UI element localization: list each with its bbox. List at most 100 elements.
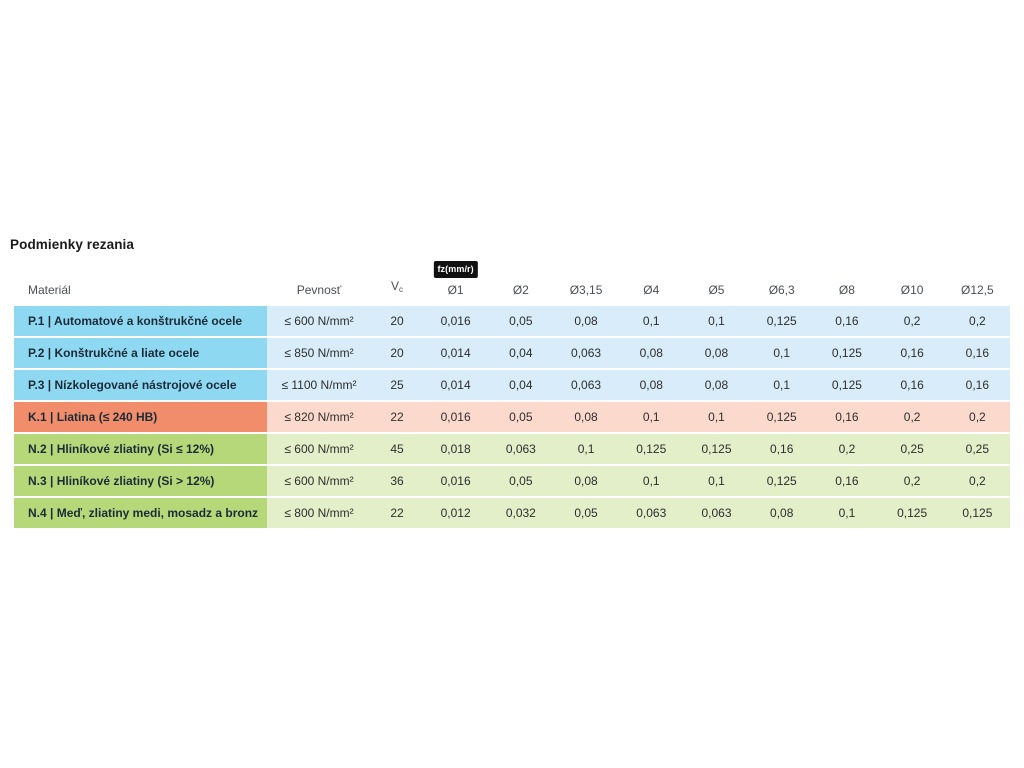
feed-value-cell: 0,125: [749, 306, 815, 336]
feed-value-cell: 0,2: [879, 306, 945, 336]
vc-symbol: V: [390, 279, 399, 293]
column-header-material: Materiál: [28, 283, 71, 297]
column-header-d1: fz(mm/r) Ø1: [423, 261, 488, 297]
feed-value-cell: 0,125: [683, 434, 750, 464]
feed-value-cell: 0,08: [553, 306, 619, 336]
column-header-d7: Ø8: [838, 283, 855, 297]
cutting-conditions-table: Materiál Pevnosť Vc fz(mm/r) Ø1 Ø2 Ø3,15…: [14, 258, 1010, 530]
feed-value-cell: 0,16: [944, 370, 1010, 400]
feed-value-cell: 0,1: [683, 306, 750, 336]
table-row-p3: P.3 | Nízkolegované nástrojové ocele ≤ 1…: [14, 370, 1010, 400]
material-cell: P.2 | Konštrukčné a liate ocele: [14, 338, 267, 368]
cutting-speed-cell: 20: [371, 338, 423, 368]
feed-value-cell: 0,1: [749, 370, 815, 400]
feed-value-cell: 0,2: [879, 466, 945, 496]
feed-value-cell: 0,063: [553, 338, 619, 368]
feed-value-cell: 0,012: [423, 498, 489, 528]
feed-value-cell: 0,2: [944, 466, 1010, 496]
feed-value-cell: 0,1: [814, 498, 880, 528]
column-header-cutting-speed: Vc: [371, 279, 423, 297]
feed-value-cell: 0,018: [423, 434, 489, 464]
table-row-k1: K.1 | Liatina (≤ 240 HB) ≤ 820 N/mm² 22 …: [14, 402, 1010, 432]
column-header-d6: Ø6,3: [768, 283, 795, 297]
strength-cell: ≤ 600 N/mm²: [267, 434, 371, 464]
cutting-speed-cell: 22: [371, 498, 423, 528]
strength-cell: ≤ 600 N/mm²: [267, 466, 371, 496]
material-cell: P.1 | Automatové a konštrukčné ocele: [14, 306, 267, 336]
table-row-n2: N.2 | Hliníkové zliatiny (Si ≤ 12%) ≤ 60…: [14, 434, 1010, 464]
feed-unit-badge: fz(mm/r): [433, 261, 478, 278]
feed-value-cell: 0,08: [683, 370, 750, 400]
material-cell: N.2 | Hliníkové zliatiny (Si ≤ 12%): [14, 434, 267, 464]
cutting-speed-cell: 22: [371, 402, 423, 432]
feed-value-cell: 0,063: [488, 434, 554, 464]
feed-value-cell: 0,08: [618, 370, 684, 400]
d1-label: Ø1: [447, 283, 464, 297]
feed-value-cell: 0,1: [618, 466, 684, 496]
feed-value-cell: 0,2: [944, 306, 1010, 336]
table-row-n4: N.4 | Meď, zliatiny medi, mosadz a bronz…: [14, 498, 1010, 528]
feed-value-cell: 0,1: [683, 402, 750, 432]
strength-cell: ≤ 1100 N/mm²: [267, 370, 371, 400]
feed-value-cell: 0,16: [749, 434, 815, 464]
column-header-strength: Pevnosť: [296, 283, 342, 297]
feed-value-cell: 0,125: [814, 338, 880, 368]
feed-value-cell: 0,04: [488, 370, 554, 400]
feed-value-cell: 0,08: [618, 338, 684, 368]
feed-value-cell: 0,05: [488, 466, 554, 496]
feed-value-cell: 0,1: [683, 466, 750, 496]
column-header-d5: Ø5: [708, 283, 725, 297]
strength-cell: ≤ 600 N/mm²: [267, 306, 371, 336]
feed-value-cell: 0,014: [423, 338, 489, 368]
column-header-d4: Ø4: [643, 283, 660, 297]
table-row-p1: P.1 | Automatové a konštrukčné ocele ≤ 6…: [14, 306, 1010, 336]
cutting-speed-cell: 36: [371, 466, 423, 496]
material-cell: N.4 | Meď, zliatiny medi, mosadz a bronz: [14, 498, 267, 528]
feed-value-cell: 0,063: [683, 498, 750, 528]
feed-value-cell: 0,063: [618, 498, 684, 528]
feed-value-cell: 0,08: [749, 498, 815, 528]
table-row-n3: N.3 | Hliníkové zliatiny (Si > 12%) ≤ 60…: [14, 466, 1010, 496]
feed-value-cell: 0,125: [814, 370, 880, 400]
material-cell: K.1 | Liatina (≤ 240 HB): [14, 402, 267, 432]
cutting-speed-cell: 45: [371, 434, 423, 464]
strength-cell: ≤ 800 N/mm²: [267, 498, 371, 528]
cutting-speed-cell: 20: [371, 306, 423, 336]
feed-value-cell: 0,16: [814, 402, 880, 432]
feed-value-cell: 0,2: [944, 402, 1010, 432]
column-header-d9: Ø12,5: [961, 283, 994, 297]
feed-value-cell: 0,05: [488, 402, 554, 432]
feed-value-cell: 0,16: [879, 338, 945, 368]
feed-value-cell: 0,125: [749, 466, 815, 496]
feed-value-cell: 0,1: [618, 306, 684, 336]
strength-cell: ≤ 820 N/mm²: [267, 402, 371, 432]
feed-value-cell: 0,05: [553, 498, 619, 528]
column-header-d2: Ø2: [512, 283, 529, 297]
feed-value-cell: 0,08: [553, 402, 619, 432]
feed-value-cell: 0,2: [879, 402, 945, 432]
feed-value-cell: 0,25: [879, 434, 945, 464]
feed-value-cell: 0,05: [488, 306, 554, 336]
column-header-d8: Ø10: [900, 283, 924, 297]
feed-value-cell: 0,016: [423, 306, 489, 336]
material-cell: P.3 | Nízkolegované nástrojové ocele: [14, 370, 267, 400]
feed-value-cell: 0,04: [488, 338, 554, 368]
feed-value-cell: 0,125: [618, 434, 684, 464]
feed-value-cell: 0,125: [944, 498, 1010, 528]
cutting-speed-cell: 25: [371, 370, 423, 400]
feed-value-cell: 0,032: [488, 498, 554, 528]
feed-value-cell: 0,063: [553, 370, 619, 400]
feed-value-cell: 0,1: [618, 402, 684, 432]
feed-value-cell: 0,016: [423, 402, 489, 432]
material-cell: N.3 | Hliníkové zliatiny (Si > 12%): [14, 466, 267, 496]
page-title: Podmienky rezania: [10, 237, 134, 252]
feed-value-cell: 0,1: [553, 434, 619, 464]
feed-value-cell: 0,08: [553, 466, 619, 496]
column-header-d3: Ø3,15: [569, 283, 603, 297]
feed-value-cell: 0,16: [814, 306, 880, 336]
table-row-p2: P.2 | Konštrukčné a liate ocele ≤ 850 N/…: [14, 338, 1010, 368]
feed-value-cell: 0,16: [879, 370, 945, 400]
feed-value-cell: 0,08: [683, 338, 750, 368]
feed-value-cell: 0,125: [879, 498, 945, 528]
feed-value-cell: 0,1: [749, 338, 815, 368]
